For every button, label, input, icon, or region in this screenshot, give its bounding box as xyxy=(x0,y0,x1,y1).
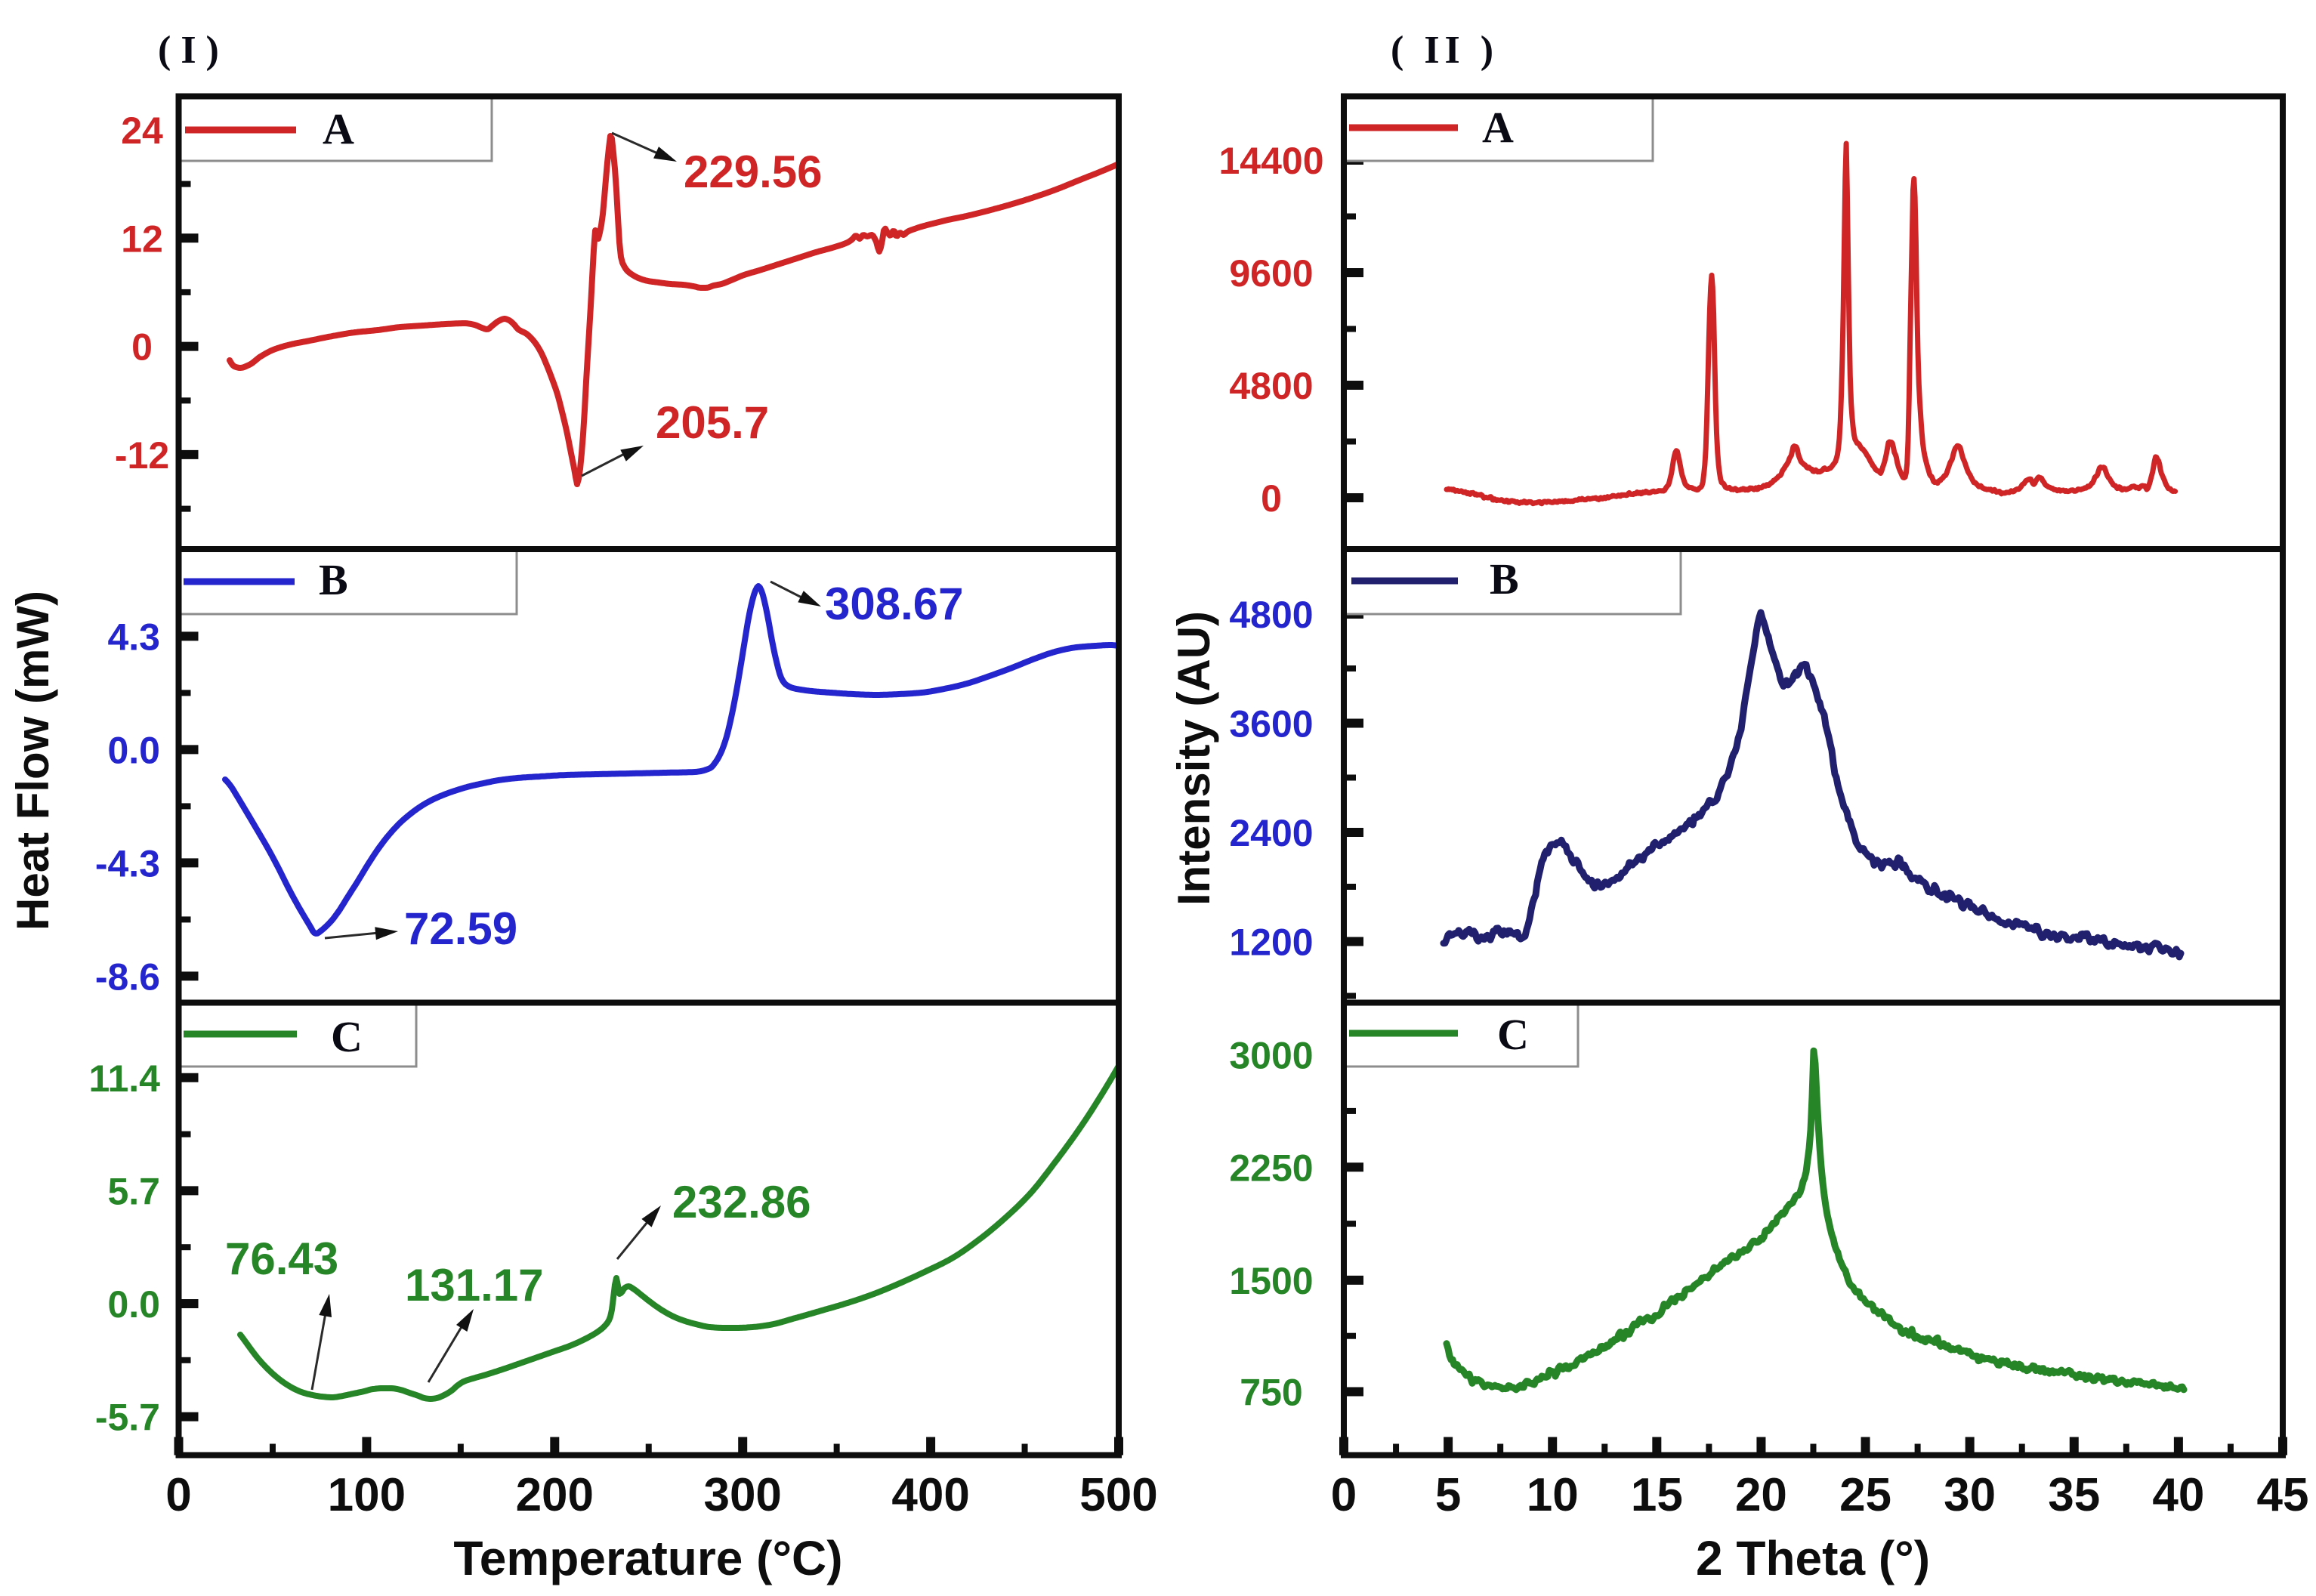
svg-text:72.59: 72.59 xyxy=(404,903,517,954)
svg-text:4800: 4800 xyxy=(1229,594,1313,636)
svg-text:35: 35 xyxy=(2048,1469,2100,1521)
svg-text:24: 24 xyxy=(121,110,163,152)
svg-text:-4.3: -4.3 xyxy=(95,842,160,884)
svg-text:3600: 3600 xyxy=(1229,703,1313,746)
svg-text:-8.6: -8.6 xyxy=(95,955,160,998)
svg-text:5.7: 5.7 xyxy=(107,1170,160,1212)
svg-text:Intensity (AU): Intensity (AU) xyxy=(1169,611,1219,906)
svg-text:Temperature (°C): Temperature (°C) xyxy=(453,1531,842,1585)
svg-text:2 Theta (°): 2 Theta (°) xyxy=(1696,1531,1930,1585)
svg-text:0: 0 xyxy=(165,1469,191,1521)
svg-text:Heat Flow (mW): Heat Flow (mW) xyxy=(8,591,58,931)
svg-text:30: 30 xyxy=(1944,1469,1996,1521)
svg-text:A: A xyxy=(1482,103,1514,152)
svg-text:750: 750 xyxy=(1240,1372,1302,1414)
svg-text:76.43: 76.43 xyxy=(225,1233,338,1284)
svg-text:( I ): ( I ) xyxy=(158,29,219,72)
svg-text:200: 200 xyxy=(516,1469,594,1521)
svg-text:500: 500 xyxy=(1079,1469,1157,1521)
svg-text:131.17: 131.17 xyxy=(405,1260,544,1310)
svg-text:( II ): ( II ) xyxy=(1391,29,1499,72)
svg-text:2400: 2400 xyxy=(1229,812,1313,854)
svg-text:-5.7: -5.7 xyxy=(95,1397,160,1439)
svg-text:3000: 3000 xyxy=(1229,1035,1313,1077)
svg-text:400: 400 xyxy=(891,1469,969,1521)
svg-text:12: 12 xyxy=(121,218,163,260)
svg-text:B: B xyxy=(1490,554,1519,604)
svg-text:25: 25 xyxy=(1839,1469,1891,1521)
svg-text:20: 20 xyxy=(1735,1469,1787,1521)
svg-text:1500: 1500 xyxy=(1229,1260,1313,1302)
svg-text:0.0: 0.0 xyxy=(107,729,160,771)
svg-text:10: 10 xyxy=(1527,1469,1579,1521)
svg-text:232.86: 232.86 xyxy=(672,1177,811,1227)
svg-text:0: 0 xyxy=(1331,1469,1357,1521)
svg-text:45: 45 xyxy=(2257,1469,2309,1521)
svg-text:B: B xyxy=(319,555,348,604)
svg-text:100: 100 xyxy=(328,1469,406,1521)
svg-text:C: C xyxy=(331,1012,363,1061)
svg-text:15: 15 xyxy=(1631,1469,1683,1521)
svg-text:40: 40 xyxy=(2152,1469,2204,1521)
svg-text:C: C xyxy=(1497,1010,1529,1059)
svg-text:205.7: 205.7 xyxy=(656,397,769,448)
svg-text:4.3: 4.3 xyxy=(107,616,160,658)
svg-text:0: 0 xyxy=(1261,477,1282,520)
svg-text:14400: 14400 xyxy=(1218,140,1323,182)
svg-text:229.56: 229.56 xyxy=(684,147,823,197)
svg-text:A: A xyxy=(323,104,354,153)
svg-text:9600: 9600 xyxy=(1229,252,1313,295)
svg-text:4800: 4800 xyxy=(1229,365,1313,407)
svg-text:5: 5 xyxy=(1435,1469,1461,1521)
svg-text:300: 300 xyxy=(703,1469,781,1521)
svg-text:0: 0 xyxy=(131,326,153,369)
svg-text:11.4: 11.4 xyxy=(88,1057,160,1100)
svg-text:-12: -12 xyxy=(115,434,169,477)
svg-text:2250: 2250 xyxy=(1229,1147,1313,1189)
svg-text:0.0: 0.0 xyxy=(107,1283,160,1326)
svg-text:308.67: 308.67 xyxy=(825,579,964,629)
svg-text:1200: 1200 xyxy=(1229,921,1313,964)
